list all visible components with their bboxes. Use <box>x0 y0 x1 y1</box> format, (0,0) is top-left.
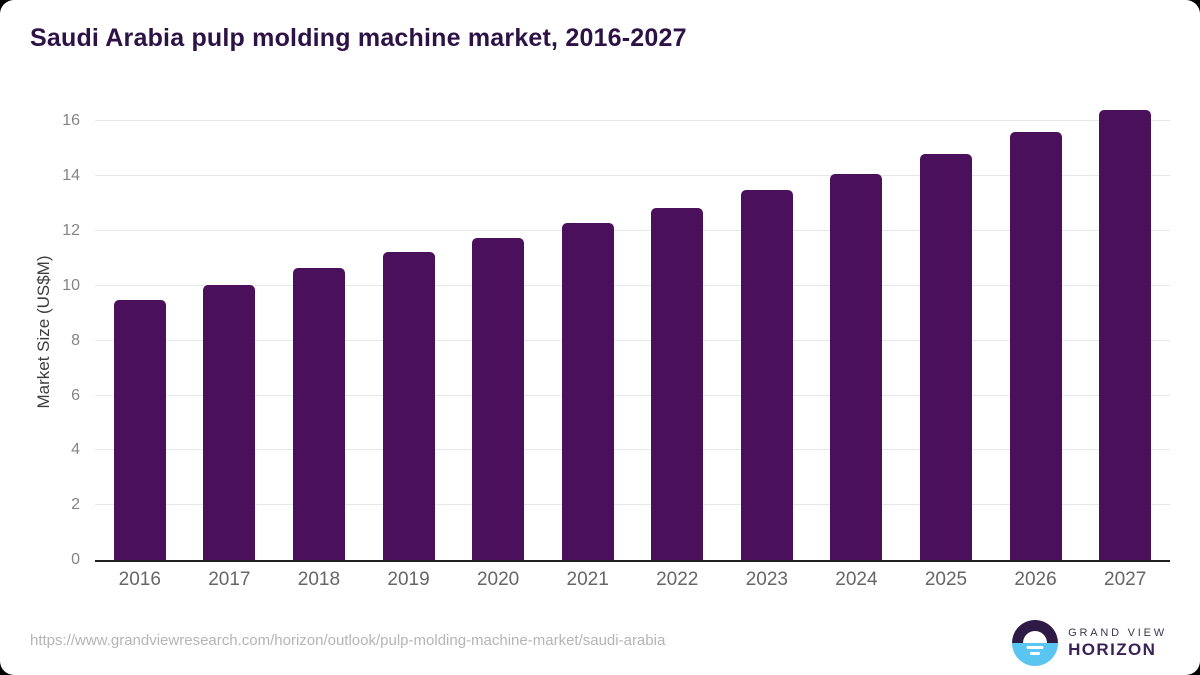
x-tick-label: 2019 <box>387 569 430 590</box>
bar-slot <box>274 105 364 560</box>
sun-dome-shape <box>1023 631 1048 643</box>
gridline <box>95 284 1170 286</box>
x-tick-label: 2017 <box>208 569 251 590</box>
gridline <box>95 394 1170 396</box>
bars <box>95 105 1170 560</box>
y-tick-label: 2 <box>71 496 80 514</box>
y-axis-ticks: 0 2 4 6 8 10 12 14 16 <box>0 105 80 568</box>
bar-2016 <box>113 299 166 560</box>
bar-2018 <box>292 268 345 560</box>
bar-slot <box>95 105 185 560</box>
gridline <box>95 120 1170 122</box>
x-tick-label: 2021 <box>566 569 609 590</box>
bar-2023 <box>740 189 793 560</box>
grand-view-horizon-logo: GRAND VIEW HORIZON <box>1012 620 1167 666</box>
chart-title: Saudi Arabia pulp molding machine market… <box>30 24 687 52</box>
bar-slot <box>1080 105 1170 560</box>
y-tick-label: 16 <box>62 112 80 130</box>
bar-2024 <box>830 173 883 560</box>
bar-2027 <box>1099 110 1152 560</box>
horizon-sunrise-icon <box>1012 620 1059 666</box>
gridline <box>95 230 1170 232</box>
bar-2020 <box>472 237 525 560</box>
bar-2022 <box>651 207 704 560</box>
y-tick-label: 6 <box>71 386 80 404</box>
bar-slot <box>453 105 543 560</box>
y-tick-label: 10 <box>62 276 80 294</box>
bar-slot <box>991 105 1081 560</box>
bar-slot <box>901 105 991 560</box>
x-tick-label: 2024 <box>835 569 878 590</box>
x-tick-label: 2020 <box>476 569 520 590</box>
bar-slot <box>812 105 902 560</box>
gridlines <box>95 105 1170 560</box>
x-tick-label: 2027 <box>1104 569 1147 590</box>
y-tick-label: 14 <box>62 167 80 185</box>
x-tick-label: 2025 <box>924 569 968 590</box>
bar-slot <box>543 105 633 560</box>
x-tick-label: 2016 <box>118 569 161 590</box>
bar-2017 <box>203 284 256 560</box>
bar-2021 <box>561 222 614 560</box>
logo-text-horizon: HORIZON <box>1068 639 1157 659</box>
source-url: https://www.grandviewresearch.com/horizo… <box>30 632 666 649</box>
plot-area <box>95 105 1170 562</box>
bar-2025 <box>919 154 972 560</box>
logo-text-grand-view: GRAND VIEW <box>1068 626 1167 639</box>
bar-slot <box>185 105 275 560</box>
logo-text: GRAND VIEW HORIZON <box>1068 627 1167 660</box>
gridline <box>95 449 1170 451</box>
bar-2026 <box>1009 132 1062 560</box>
y-tick-label: 4 <box>71 441 80 459</box>
y-tick-label: 0 <box>71 551 80 568</box>
gridline <box>95 339 1170 341</box>
x-tick-label: 2018 <box>297 569 341 590</box>
gridline <box>95 175 1170 177</box>
x-tick-label: 2022 <box>656 569 699 590</box>
bar-slot <box>364 105 454 560</box>
horizon-ray-2 <box>1030 652 1041 655</box>
bar-slot <box>632 105 722 560</box>
x-tick-label: 2026 <box>1014 569 1057 590</box>
bar-2019 <box>382 251 435 560</box>
x-axis-labels: 2016 2017 2018 2019 2020 2021 2022 2023 2024 2025… <box>95 569 1170 591</box>
bar-slot <box>722 105 812 560</box>
x-tick-label: 2023 <box>745 569 788 590</box>
gridline <box>95 504 1170 506</box>
y-tick-label: 8 <box>71 331 80 349</box>
horizon-ray-1 <box>1026 646 1044 649</box>
y-tick-label: 12 <box>62 222 80 240</box>
